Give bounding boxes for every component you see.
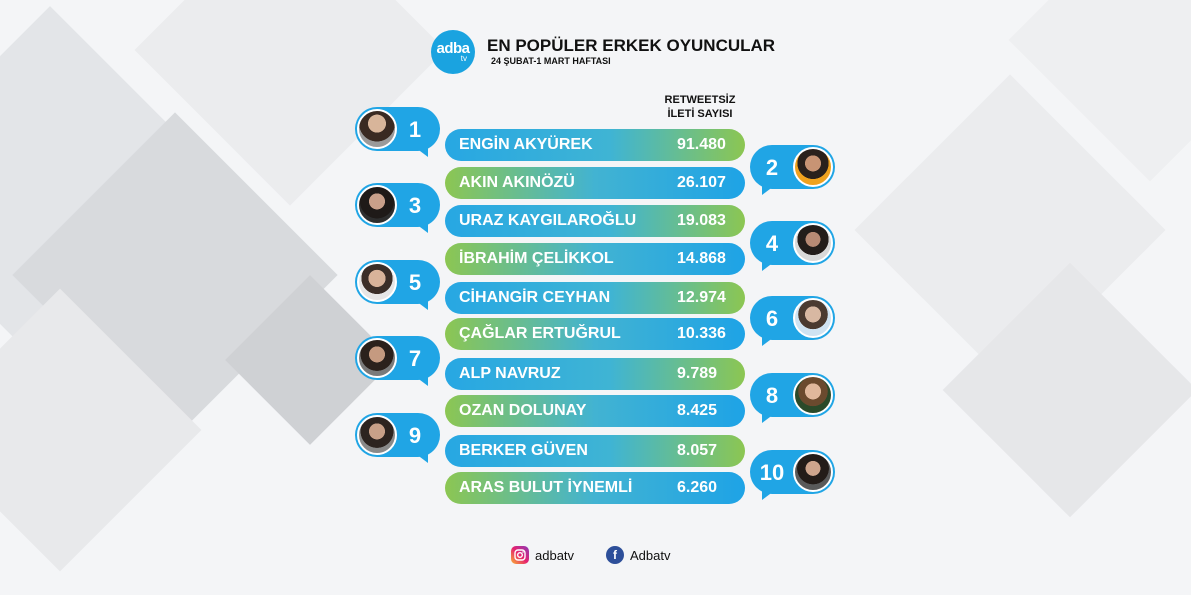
rank-number: 8 <box>765 383 779 408</box>
column-header-line2: İLETİ SAYISI <box>667 108 733 120</box>
rank-number: 9 <box>408 423 422 448</box>
avatar <box>357 415 397 455</box>
avatar <box>357 109 397 149</box>
logo-sub-text: tv <box>460 54 467 63</box>
actor-name: ENGİN AKYÜREK <box>459 136 593 153</box>
instagram-handle: adbatv <box>535 547 575 563</box>
rank-number: 5 <box>408 270 422 295</box>
actor-name: ALP NAVRUZ <box>459 365 561 382</box>
ranking-bar-6: ÇAĞLAR ERTUĞRUL 10.336 <box>445 318 745 350</box>
actor-name: ÇAĞLAR ERTUĞRUL <box>459 325 621 342</box>
actor-name: URAZ KAYGILAROĞLU <box>459 212 637 229</box>
rank-number: 1 <box>408 117 422 142</box>
actor-value: 91.480 <box>677 136 726 153</box>
actor-value: 19.083 <box>677 212 726 229</box>
avatar <box>793 147 833 187</box>
column-header: RETWEETSİZ İLETİ SAYISI <box>650 93 750 121</box>
rank-badge-9: 9 <box>355 413 440 457</box>
facebook-handle: Adbatv <box>630 547 671 563</box>
rank-number: 6 <box>765 306 779 331</box>
avatar <box>793 223 833 263</box>
actor-value: 10.336 <box>677 325 726 342</box>
rank-badge-1: 1 <box>355 107 440 151</box>
instagram-icon <box>511 546 529 564</box>
actor-value: 12.974 <box>677 289 726 306</box>
rank-badge-7: 7 <box>355 336 440 380</box>
actor-name: CİHANGİR CEYHAN <box>459 289 611 306</box>
page-subtitle: 24 ŞUBAT-1 MART HAFTASI <box>491 56 611 66</box>
rank-badge-5: 5 <box>355 260 440 304</box>
logo-main-text: adba <box>436 40 470 57</box>
actor-name: OZAN DOLUNAY <box>459 402 587 419</box>
actor-value: 6.260 <box>677 479 718 496</box>
ranking-bar-8: OZAN DOLUNAY 8.425 <box>445 395 745 427</box>
ranking-bar-9: BERKER GÜVEN 8.057 <box>445 435 745 467</box>
rank-badge-8: 8 <box>750 373 835 417</box>
rank-badge-6: 6 <box>750 296 835 340</box>
rank-number: 4 <box>765 231 779 256</box>
avatar <box>793 452 833 492</box>
avatar <box>793 298 833 338</box>
facebook-icon: f <box>606 546 624 564</box>
ranking-bar-7: ALP NAVRUZ 9.789 <box>445 358 745 390</box>
rank-number: 10 <box>759 460 785 485</box>
instagram-link[interactable]: adbatv <box>511 546 574 564</box>
actor-name: İBRAHİM ÇELİKKOL <box>459 250 614 267</box>
actor-value: 8.057 <box>677 442 718 459</box>
rank-badge-2: 2 <box>750 145 835 189</box>
ranking-bar-2: AKIN AKINÖZÜ 26.107 <box>445 167 745 199</box>
ranking-bar-3: URAZ KAYGILAROĞLU 19.083 <box>445 205 745 237</box>
avatar <box>357 185 397 225</box>
actor-value: 14.868 <box>677 250 726 267</box>
rank-badge-3: 3 <box>355 183 440 227</box>
ranking-bar-10: ARAS BULUT İYNEMLİ 6.260 <box>445 472 745 504</box>
column-header-line1: RETWEETSİZ <box>664 94 736 106</box>
actor-value: 9.789 <box>677 365 718 382</box>
avatar <box>357 262 397 302</box>
rank-number: 7 <box>408 346 422 371</box>
adba-logo: adba tv <box>431 30 475 74</box>
facebook-link[interactable]: f Adbatv <box>606 546 670 564</box>
avatar <box>793 375 833 415</box>
actor-name: BERKER GÜVEN <box>459 442 588 459</box>
actor-name: AKIN AKINÖZÜ <box>459 174 575 191</box>
page-title: EN POPÜLER ERKEK OYUNCULAR <box>487 36 776 55</box>
rank-badge-4: 4 <box>750 221 835 265</box>
actor-name: ARAS BULUT İYNEMLİ <box>459 479 633 496</box>
ranking-bar-1: ENGİN AKYÜREK 91.480 <box>445 129 745 161</box>
ranking-bar-4: İBRAHİM ÇELİKKOL 14.868 <box>445 243 745 275</box>
rank-number: 2 <box>765 155 779 180</box>
actor-value: 26.107 <box>677 174 726 191</box>
rank-badge-10: 10 <box>750 450 835 494</box>
avatar <box>357 338 397 378</box>
ranking-bar-5: CİHANGİR CEYHAN 12.974 <box>445 282 745 314</box>
rank-number: 3 <box>408 193 422 218</box>
actor-value: 8.425 <box>677 402 718 419</box>
